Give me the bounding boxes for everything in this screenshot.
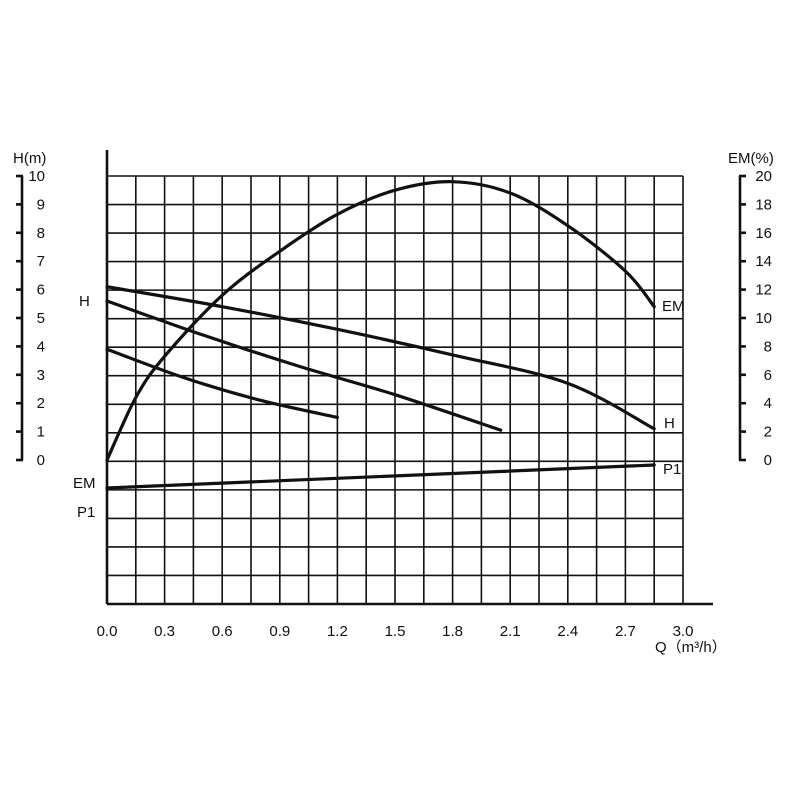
y-right-tick-label: 10	[755, 310, 772, 327]
x-tick-label: 2.4	[557, 623, 578, 640]
x-tick-label: 0.3	[154, 623, 175, 640]
curve-em	[105, 180, 656, 462]
x-tick-label: 0.9	[269, 623, 290, 640]
y-left-tick-label: 2	[37, 395, 45, 412]
y-left-tick-label: 5	[37, 310, 45, 327]
y-left-tick-label: 3	[37, 367, 45, 384]
curve-h-low	[105, 347, 339, 419]
x-tick-label: 1.2	[327, 623, 348, 640]
em-label-left: EM	[73, 475, 96, 492]
y-right-tick-label: 14	[755, 253, 772, 270]
x-axis-title: Q（m³/h）	[655, 639, 727, 656]
curve-h-mid	[105, 299, 503, 432]
h-label-left: H	[79, 293, 90, 310]
y-left-tick-label: 9	[37, 196, 45, 213]
x-tick-label: 2.1	[500, 623, 521, 640]
y-right-tick-label: 6	[764, 367, 772, 384]
y-left-tick-label: 7	[37, 253, 45, 270]
y-right-tick-label: 18	[755, 196, 772, 213]
x-tick-label: 0.6	[212, 623, 233, 640]
h-label-right: H	[664, 415, 675, 432]
y-right-axis-title: EM(%)	[728, 150, 774, 167]
curves	[105, 180, 656, 490]
y-left-tick-label: 4	[37, 338, 45, 355]
y-right-tick-label: 20	[755, 168, 772, 185]
axes	[16, 150, 746, 606]
x-tick-label: 0.0	[97, 623, 118, 640]
curve-h-high	[105, 285, 656, 431]
em-label-right: EM	[662, 298, 685, 315]
y-left-tick-label: 10	[28, 168, 45, 185]
tick-labels: 0.0 0.3 0.6 0.9 1.2 1.5 1.8 2.1 2.4 2.7 3.00123456…	[28, 168, 772, 640]
y-left-tick-label: 6	[37, 282, 45, 299]
x-tick-label: 3.0	[673, 623, 694, 640]
p1-label-left: P1	[77, 504, 95, 521]
y-right-tick-label: 16	[755, 225, 772, 242]
y-right-tick-label: 0	[764, 452, 772, 469]
y-right-tick-label: 2	[764, 424, 772, 441]
y-right-tick-label: 4	[764, 395, 772, 412]
y-right-tick-label: 12	[755, 282, 772, 299]
x-tick-label: 2.7	[615, 623, 636, 640]
y-left-axis-title: H(m)	[13, 150, 46, 167]
p1-label-right: P1	[663, 461, 681, 478]
y-left-tick-label: 8	[37, 225, 45, 242]
y-left-tick-label: 0	[37, 452, 45, 469]
y-right-tick-label: 8	[764, 338, 772, 355]
x-tick-label: 1.8	[442, 623, 463, 640]
y-left-tick-label: 1	[37, 424, 45, 441]
grid	[107, 175, 684, 604]
curve-p1	[105, 463, 656, 490]
x-tick-label: 1.5	[385, 623, 406, 640]
